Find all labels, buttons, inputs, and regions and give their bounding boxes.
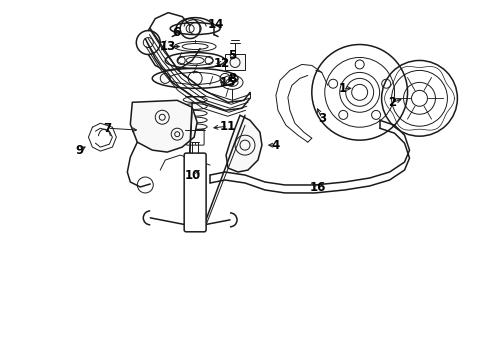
Text: 6: 6 bbox=[172, 26, 180, 39]
Text: 11: 11 bbox=[220, 120, 236, 133]
Polygon shape bbox=[225, 54, 245, 71]
Text: 7: 7 bbox=[103, 122, 111, 135]
Text: 4: 4 bbox=[272, 139, 280, 152]
Text: 12: 12 bbox=[214, 57, 230, 70]
Text: 10: 10 bbox=[185, 168, 201, 181]
Polygon shape bbox=[130, 100, 197, 152]
Text: 8: 8 bbox=[228, 72, 236, 85]
Text: 14: 14 bbox=[208, 18, 224, 31]
Text: 2: 2 bbox=[389, 96, 396, 109]
FancyBboxPatch shape bbox=[184, 153, 206, 232]
Text: 9: 9 bbox=[75, 144, 84, 157]
Text: 3: 3 bbox=[318, 112, 326, 125]
Polygon shape bbox=[226, 115, 262, 172]
Text: 15: 15 bbox=[220, 76, 236, 89]
Text: 16: 16 bbox=[310, 181, 326, 194]
Text: 13: 13 bbox=[160, 40, 176, 53]
Text: 1: 1 bbox=[339, 82, 347, 95]
Text: 5: 5 bbox=[228, 49, 236, 62]
